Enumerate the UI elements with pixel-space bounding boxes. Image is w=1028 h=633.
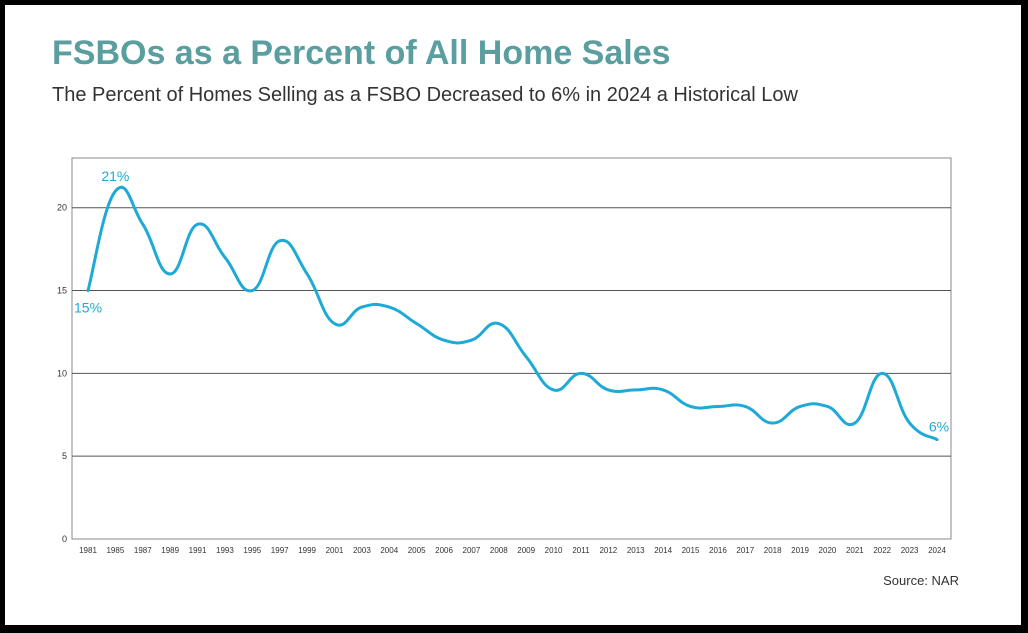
data-point — [524, 355, 528, 359]
x-tick-label: 2007 — [463, 546, 481, 555]
x-tick-label: 2020 — [819, 546, 837, 555]
x-tick-label: 2018 — [764, 546, 782, 555]
data-point — [278, 239, 282, 243]
y-tick-label: 15 — [57, 286, 67, 296]
x-tick-label: 1995 — [243, 546, 261, 555]
x-tick-label: 2011 — [572, 546, 590, 555]
x-tick-label: 1985 — [106, 546, 124, 555]
x-tick-label: 2006 — [435, 546, 453, 555]
data-point — [141, 222, 145, 226]
chart-subtitle: The Percent of Homes Selling as a FSBO D… — [52, 84, 798, 106]
data-point — [661, 388, 665, 392]
x-tick-label: 2005 — [408, 546, 426, 555]
data-label: 15% — [74, 300, 102, 316]
data-point — [771, 421, 775, 425]
x-tick-label: 2023 — [901, 546, 919, 555]
x-tick-label: 1999 — [298, 546, 316, 555]
data-point — [196, 222, 199, 226]
x-tick-label: 1989 — [161, 546, 179, 555]
x-tick-label: 2022 — [873, 546, 891, 555]
x-tick-label: 2009 — [517, 546, 535, 555]
x-tick-label: 2016 — [709, 546, 727, 555]
x-tick-label: 2015 — [682, 546, 700, 555]
x-tick-label: 2019 — [791, 546, 809, 555]
data-point — [387, 305, 391, 309]
y-tick-label: 0 — [62, 534, 67, 544]
plot-area — [71, 157, 952, 540]
x-tick-label: 2003 — [353, 546, 371, 555]
x-tick-label: 1997 — [271, 546, 289, 555]
data-point — [716, 405, 720, 408]
data-point — [579, 371, 583, 375]
data-point — [250, 289, 254, 292]
data-point — [552, 388, 555, 392]
x-tick-label: 2013 — [627, 546, 645, 555]
y-tick-label: 10 — [57, 368, 67, 378]
data-point — [935, 438, 939, 442]
source-note: Source: NAR — [883, 573, 959, 588]
data-point — [305, 272, 309, 276]
data-point — [223, 255, 227, 259]
data-point — [880, 371, 884, 375]
x-tick-label: 2010 — [545, 546, 563, 555]
data-point — [113, 189, 117, 193]
data-point — [853, 421, 857, 425]
data-point — [86, 289, 90, 292]
x-tick-label: 1991 — [189, 546, 207, 555]
y-tick-label: 20 — [57, 203, 67, 213]
data-point — [470, 338, 473, 342]
x-tick-label: 2008 — [490, 546, 508, 555]
x-tick-label: 1993 — [216, 546, 234, 555]
x-tick-label: 2014 — [654, 546, 672, 555]
x-tick-label: 2001 — [326, 546, 344, 555]
data-point — [168, 272, 172, 276]
data-label: 6% — [929, 419, 949, 435]
x-tick-label: 2024 — [928, 546, 946, 555]
data-point — [442, 338, 446, 342]
data-point — [689, 405, 692, 408]
y-tick-label: 5 — [62, 451, 67, 461]
x-tick-label: 2004 — [380, 546, 398, 555]
data-point — [826, 405, 829, 408]
data-point — [606, 388, 610, 392]
data-point — [798, 405, 802, 408]
data-point — [634, 388, 638, 392]
data-point — [908, 421, 912, 425]
x-tick-label: 2012 — [599, 546, 617, 555]
x-tick-label: 2021 — [846, 546, 864, 555]
data-point — [497, 322, 501, 326]
data-point — [743, 405, 747, 408]
x-tick-label: 1981 — [79, 546, 97, 555]
x-tick-label: 1987 — [134, 546, 152, 555]
x-tick-label: 2017 — [736, 546, 754, 555]
data-label: 21% — [101, 168, 129, 184]
chart-title: FSBOs as a Percent of All Home Sales — [52, 34, 671, 72]
data-point — [360, 305, 364, 309]
data-point — [333, 322, 336, 326]
data-point — [415, 322, 419, 326]
